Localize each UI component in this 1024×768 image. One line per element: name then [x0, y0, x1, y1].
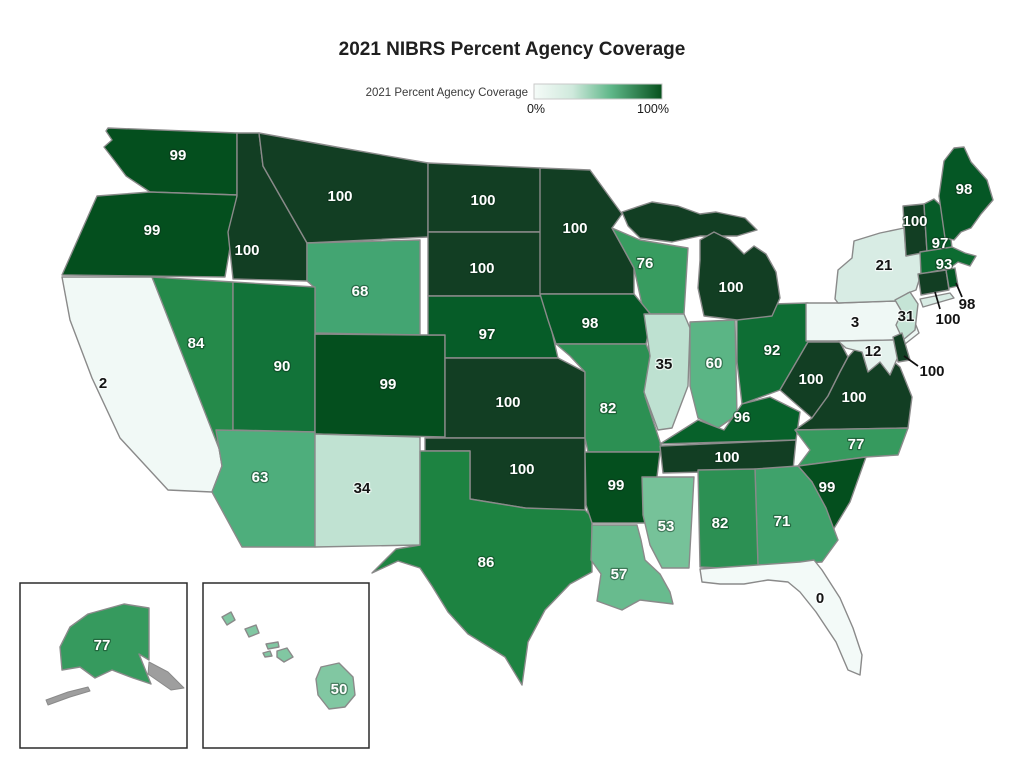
state-fl-value: 0: [816, 590, 824, 607]
state-ct: [917, 269, 950, 296]
legend-max-label: 100%: [637, 102, 669, 116]
state-ga-value: 71: [774, 513, 791, 530]
connecticut-leader-line: [934, 291, 941, 310]
state-nc-value: 77: [848, 436, 865, 453]
state-il-value: 35: [656, 356, 673, 373]
state-ms-value: 53: [658, 518, 675, 535]
state-hi-lanai: [262, 650, 273, 658]
states-layer: [61, 127, 994, 686]
state-me-value: 98: [956, 181, 973, 198]
state-ne-value: 97: [479, 326, 496, 343]
state-hi-value: 50: [331, 681, 348, 698]
state-ks-value: 100: [495, 394, 520, 411]
state-wv-value: 100: [798, 371, 823, 388]
state-az: [211, 429, 316, 548]
state-tx: [371, 450, 593, 686]
state-sd-value: 100: [469, 260, 494, 277]
state-in: [689, 319, 738, 429]
state-hi-maui: [276, 647, 294, 663]
legend-gradient-bar: [533, 83, 663, 100]
state-ky-value: 96: [734, 409, 751, 426]
state-tx-value: 86: [478, 554, 495, 571]
page-title: 2021 NIBRS Percent Agency Coverage: [339, 39, 686, 60]
state-pa-value: 3: [851, 314, 859, 331]
state-nv-value: 84: [188, 335, 205, 352]
rhode-island-leader-line: [955, 282, 963, 298]
state-wy-value: 68: [352, 283, 369, 300]
state-la: [590, 524, 674, 611]
state-nd-value: 100: [470, 192, 495, 209]
alaska-inset-box: [19, 582, 188, 749]
state-ky: [659, 396, 801, 445]
state-fl: [699, 559, 863, 676]
state-hi-kauai: [221, 611, 236, 626]
state-mn-value: 100: [562, 220, 587, 237]
legend-min-label: 0%: [527, 102, 545, 116]
state-ma-value: 93: [936, 256, 953, 273]
state-ak: [59, 603, 152, 685]
state-oh-value: 92: [764, 342, 781, 359]
hawaii-inset: [221, 611, 356, 710]
state-ia-value: 98: [582, 315, 599, 332]
state-mi-upper: [621, 201, 758, 243]
state-ut: [232, 281, 316, 433]
state-az-value: 63: [252, 469, 269, 486]
state-wa-value: 99: [170, 147, 187, 164]
state-or-value: 99: [144, 222, 161, 239]
state-ny-value: 21: [876, 257, 893, 274]
state-va-value: 100: [841, 389, 866, 406]
state-id-value: 100: [234, 242, 259, 259]
state-ok-value: 100: [509, 461, 534, 478]
state-il: [643, 313, 691, 431]
state-nm-value: 34: [354, 480, 371, 497]
alaska-inset: [45, 603, 185, 706]
state-hi-oahu: [244, 624, 260, 638]
state-mt-value: 100: [327, 188, 352, 205]
state-la-value: 57: [611, 566, 628, 583]
state-vt: [902, 203, 928, 257]
state-me: [938, 146, 994, 241]
state-sc-value: 99: [819, 479, 836, 496]
state-ak-value: 77: [94, 637, 111, 654]
legend-label: 2021 Percent Agency Coverage: [366, 87, 528, 99]
state-ut-value: 90: [274, 358, 291, 375]
state-nh-value: 97: [932, 235, 949, 252]
state-tn-value: 100: [714, 449, 739, 466]
state-de-value: 100: [919, 363, 944, 380]
leader-lines: [903, 282, 963, 367]
alaska-panhandle-shape: [147, 661, 185, 691]
state-mi-lower: [697, 231, 781, 321]
state-in-value: 60: [706, 355, 723, 372]
state-al-value: 82: [712, 515, 729, 532]
state-ca-value: 2: [99, 375, 107, 392]
state-hi-molokai: [265, 641, 280, 650]
state-md-value: 12: [865, 343, 882, 360]
hawaii-inset-box: [202, 582, 370, 749]
state-nj-value: 31: [898, 308, 915, 325]
state-nj: [894, 291, 919, 341]
state-ri-value: 98: [959, 296, 976, 313]
state-mo-value: 82: [600, 400, 617, 417]
state-ar-value: 99: [608, 477, 625, 494]
value-labels-layer: 99 99 2 84 100 100 68 90 99 63 34 100 10…: [92, 146, 976, 700]
state-ms: [641, 476, 695, 569]
delaware-leader-line: [903, 355, 919, 367]
state-mi-value: 100: [718, 279, 743, 296]
state-co-value: 99: [380, 376, 397, 393]
state-vt-value: 100: [902, 213, 927, 230]
legend: 2021 Percent Agency Coverage 0% 100%: [366, 83, 669, 116]
state-wi-value: 76: [637, 255, 654, 272]
aleutian-islands-shape: [45, 686, 91, 706]
state-hi-big-island: [315, 662, 356, 710]
state-ct-value: 100: [935, 311, 960, 328]
